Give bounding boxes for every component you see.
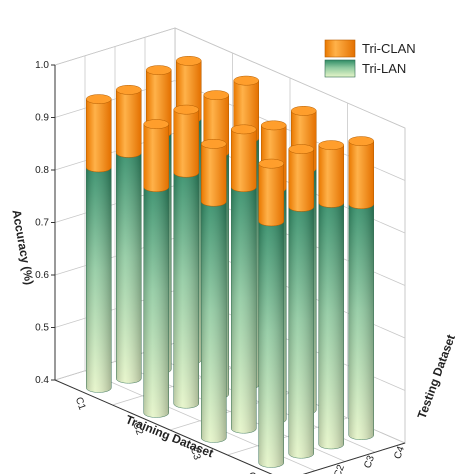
tri-clan-cylinder xyxy=(318,140,344,208)
tri-lan-cylinder xyxy=(288,202,314,459)
tri-clan-cylinder-top xyxy=(318,140,344,150)
tri-clan-cylinder-top xyxy=(233,75,259,86)
tri-clan-cylinder xyxy=(201,139,227,207)
tri-clan-cylinder-body xyxy=(116,89,142,158)
x-tick-label: C1 xyxy=(73,396,88,412)
tri-lan-cylinder-shade xyxy=(258,221,284,468)
y-axis-title: Testing Dataset xyxy=(415,333,458,421)
tri-clan-cylinder-body xyxy=(86,98,112,173)
z-tick-label: 0.4 xyxy=(35,375,49,386)
tri-clan-cylinder-top xyxy=(143,119,169,129)
tri-clan-cylinder-top xyxy=(203,90,229,100)
tri-lan-cylinder-shade xyxy=(201,201,227,443)
labels-layer: 0.40.50.60.70.80.91.0C1C2C3C4C1C2C3C4 xyxy=(35,60,407,474)
tri-lan-cylinder xyxy=(173,167,199,409)
tri-clan-cylinder xyxy=(173,104,199,178)
tri-clan-cylinder-top xyxy=(231,124,257,135)
z-tick-label: 0.8 xyxy=(35,165,49,176)
z-tick-label: 1.0 xyxy=(35,60,49,71)
tri-clan-cylinder xyxy=(288,144,314,212)
tri-clan-cylinder xyxy=(143,119,169,192)
cylinder-stack xyxy=(201,139,227,443)
tri-lan-cylinder xyxy=(116,148,142,384)
tri-lan-cylinder-shade xyxy=(348,204,374,440)
tri-clan-cylinder-top xyxy=(86,94,112,104)
z-tick-label: 0.9 xyxy=(35,113,49,124)
cylinder-stack xyxy=(143,119,169,418)
z-grid-line xyxy=(54,27,176,66)
z-tick-label: 0.7 xyxy=(35,218,49,229)
tri-lan-cylinder xyxy=(258,216,284,468)
tri-clan-cylinder-body xyxy=(231,129,257,192)
tri-clan-cylinder-top xyxy=(258,158,284,169)
z-tick-label: 0.6 xyxy=(35,270,49,281)
tri-lan-cylinder xyxy=(318,198,344,450)
tri-clan-cylinder xyxy=(116,85,142,158)
tri-clan-cylinder-body xyxy=(348,140,374,209)
tri-clan-cylinder-body xyxy=(143,123,169,192)
cylinder-stack xyxy=(86,94,112,393)
tri-lan-cylinder xyxy=(86,162,112,393)
tri-clan-cylinder xyxy=(348,136,374,209)
tri-clan-cylinder-body xyxy=(318,144,344,208)
tri-clan-cylinder-top xyxy=(288,144,314,154)
tri-lan-cylinder-shade xyxy=(173,172,199,409)
cylinder-stack xyxy=(348,136,374,440)
cylinders-layer xyxy=(86,56,374,468)
x-tick-label: C3 xyxy=(188,446,203,462)
tri-lan-cylinder-shade xyxy=(288,206,314,459)
z-axis-title: Accuracy (%) xyxy=(9,209,36,286)
tri-clan-cylinder-top xyxy=(116,85,142,95)
tri-lan-cylinder xyxy=(201,196,227,443)
legend-label-tri-clan: Tri-CLAN xyxy=(362,41,416,56)
y-tick-label: C2 xyxy=(332,463,347,474)
tri-lan-cylinder-shade xyxy=(116,152,142,384)
legend-swatch-tri-lan xyxy=(324,59,356,78)
tri-clan-cylinder-top xyxy=(348,136,374,146)
tri-clan-cylinder-top xyxy=(291,106,317,116)
tri-clan-cylinder-body xyxy=(258,163,284,227)
tri-lan-cylinder-shade xyxy=(143,187,169,418)
tri-lan-cylinder xyxy=(143,182,169,418)
x-tick-label: C2 xyxy=(130,421,145,437)
tri-clan-cylinder xyxy=(231,124,257,192)
y-tick-label: C4 xyxy=(392,444,407,460)
cylinder-stack xyxy=(116,85,142,384)
tri-lan-cylinder xyxy=(348,199,374,440)
tri-clan-cylinder-top xyxy=(261,120,287,131)
tri-clan-cylinder-top xyxy=(201,139,227,149)
tri-clan-cylinder-top xyxy=(173,104,199,115)
y-tick-label: C3 xyxy=(362,454,377,470)
cylinder-stack xyxy=(288,144,314,459)
tri-lan-cylinder-shade xyxy=(86,167,112,393)
legend-label-tri-lan: Tri-LAN xyxy=(362,61,406,76)
cylinder-stack xyxy=(173,104,199,409)
tri-clan-cylinder xyxy=(86,94,112,173)
z-tick-label: 0.5 xyxy=(35,323,49,334)
tri-lan-cylinder-shade xyxy=(318,202,344,449)
tri-lan-cylinder-shade xyxy=(231,187,257,434)
legend-swatch-tri-clan xyxy=(324,39,356,58)
x-axis-line xyxy=(54,379,273,474)
tri-lan-cylinder xyxy=(231,182,257,434)
tri-clan-cylinder xyxy=(258,158,284,227)
tri-clan-cylinder-top xyxy=(146,65,172,75)
tri-clan-cylinder-body xyxy=(201,143,227,207)
z-grid-line xyxy=(174,27,406,129)
legend: Tri-CLAN Tri-LAN xyxy=(324,39,416,78)
tri-clan-cylinder-body xyxy=(173,109,199,178)
tri-clan-cylinder-body xyxy=(288,148,314,212)
x-tick-label: C4 xyxy=(245,471,260,474)
cylinder-stack xyxy=(258,158,284,468)
cylinder-stack xyxy=(231,124,257,434)
tri-clan-cylinder-top xyxy=(176,56,202,66)
cylinder-stack xyxy=(318,140,344,450)
